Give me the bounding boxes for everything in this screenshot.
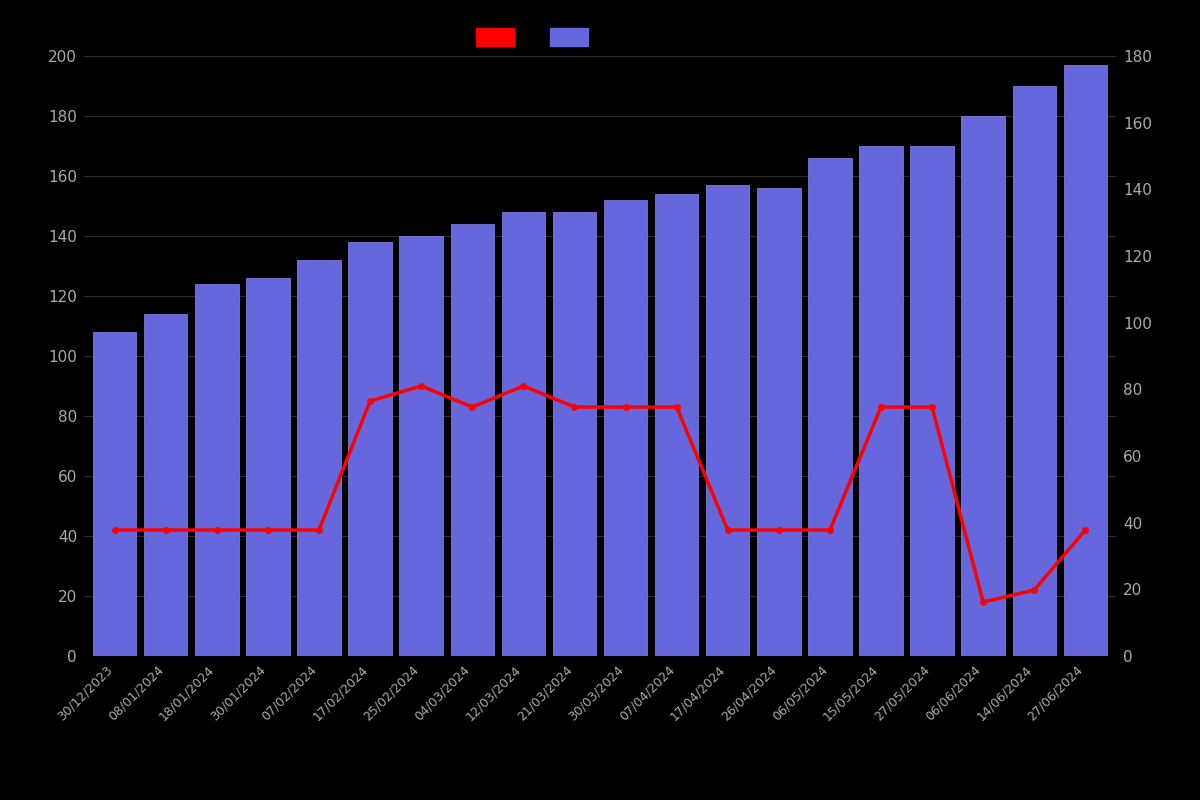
Bar [502, 212, 545, 656]
Bar [604, 200, 647, 656]
Bar [859, 146, 902, 656]
Bar [1063, 65, 1108, 656]
Bar [348, 242, 392, 656]
Bar [400, 236, 443, 656]
Bar [757, 188, 800, 656]
Bar [655, 194, 698, 656]
Bar [911, 146, 954, 656]
Legend: , : , [476, 28, 600, 46]
Bar [450, 224, 494, 656]
Bar [553, 212, 596, 656]
Bar [961, 116, 1004, 656]
Bar [298, 260, 341, 656]
Bar [196, 284, 239, 656]
Bar [808, 158, 852, 656]
Bar [706, 185, 750, 656]
Bar [92, 332, 137, 656]
Bar [1013, 86, 1056, 656]
Bar [246, 278, 289, 656]
Bar [144, 314, 187, 656]
